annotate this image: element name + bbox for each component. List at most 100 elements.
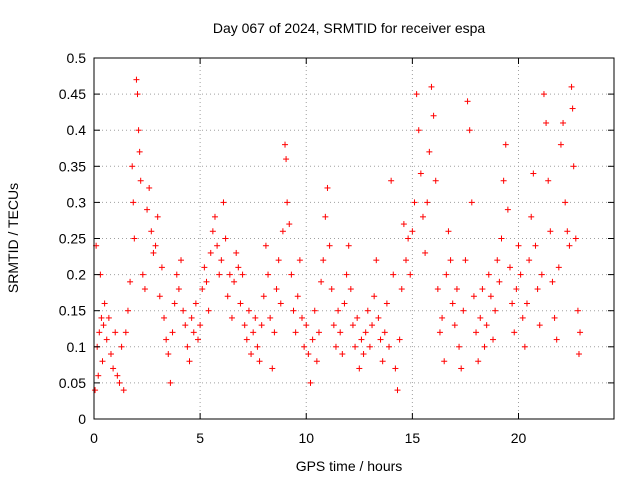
data-point [543, 119, 550, 126]
data-point [496, 278, 503, 285]
data-point [337, 329, 344, 336]
x-tick-label: 15 [405, 430, 421, 446]
data-point [207, 249, 214, 256]
data-point [220, 199, 227, 206]
data-point [112, 329, 119, 336]
data-point [144, 206, 151, 213]
data-point [432, 177, 439, 184]
data-point [364, 307, 371, 314]
data-point [466, 127, 473, 134]
data-point [532, 242, 539, 249]
data-point [577, 329, 584, 336]
data-point [99, 358, 106, 365]
data-point [339, 351, 346, 358]
data-point [383, 300, 390, 307]
data-point [536, 322, 543, 329]
data-point [426, 148, 433, 155]
data-point [175, 286, 182, 293]
data-point [133, 76, 140, 83]
data-point [403, 257, 409, 264]
data-point [328, 286, 335, 293]
data-point [169, 329, 176, 336]
data-point [150, 249, 157, 256]
data-point [209, 228, 216, 235]
data-point [417, 170, 424, 177]
data-point [154, 213, 161, 220]
data-point [95, 372, 102, 379]
data-point [517, 271, 524, 278]
data-point [504, 206, 511, 213]
data-point [188, 314, 195, 321]
data-point [430, 112, 437, 119]
data-point [226, 271, 233, 278]
data-point [511, 329, 518, 336]
data-point [356, 365, 363, 372]
data-point [283, 156, 290, 163]
data-point [557, 141, 564, 148]
data-point [362, 329, 369, 336]
data-point [464, 98, 471, 105]
data-point [292, 329, 299, 336]
data-point [570, 163, 577, 170]
data-point [371, 293, 378, 300]
data-point [222, 235, 229, 242]
data-point [303, 322, 310, 329]
data-point [296, 257, 303, 264]
data-point [341, 300, 348, 307]
data-point [120, 387, 127, 394]
y-tick-label: 0.45 [59, 86, 86, 102]
y-tick-label: 0.15 [59, 303, 86, 319]
data-point [135, 127, 142, 134]
data-point [211, 213, 218, 220]
data-point [137, 177, 144, 184]
data-point [129, 163, 136, 170]
data-point [320, 257, 327, 264]
x-tick-label: 5 [196, 430, 204, 446]
data-point [313, 358, 320, 365]
data-point [205, 307, 212, 314]
data-point [530, 170, 537, 177]
data-point [161, 314, 168, 321]
data-point [118, 343, 125, 350]
data-point [271, 329, 278, 336]
data-point [475, 358, 482, 365]
data-point [309, 336, 316, 343]
data-point [92, 387, 99, 394]
data-point [523, 300, 530, 307]
data-point [555, 264, 562, 271]
data-point [305, 351, 312, 358]
data-point [360, 351, 367, 358]
data-point [400, 221, 407, 228]
y-tick-label: 0 [78, 411, 86, 427]
data-point [398, 286, 405, 293]
data-point [167, 379, 174, 386]
data-point [186, 358, 193, 365]
data-point [105, 314, 112, 321]
data-point [286, 221, 293, 228]
data-point [146, 184, 153, 191]
data-point [233, 249, 240, 256]
data-point [171, 300, 178, 307]
data-point [521, 343, 528, 350]
data-point [456, 343, 463, 350]
data-point [390, 271, 397, 278]
data-point [451, 322, 458, 329]
data-point [273, 286, 280, 293]
data-point [538, 271, 545, 278]
data-point [422, 249, 429, 256]
data-point [498, 235, 505, 242]
data-point [566, 242, 573, 249]
data-point [156, 293, 163, 300]
data-point [148, 228, 155, 235]
y-tick-label: 0.5 [67, 50, 87, 66]
data-point [277, 300, 284, 307]
data-point [349, 322, 356, 329]
data-point [330, 322, 337, 329]
data-point [490, 336, 497, 343]
data-point [560, 119, 567, 126]
data-point [568, 83, 575, 90]
data-point [130, 199, 137, 206]
data-point [184, 343, 191, 350]
data-point [235, 264, 242, 271]
